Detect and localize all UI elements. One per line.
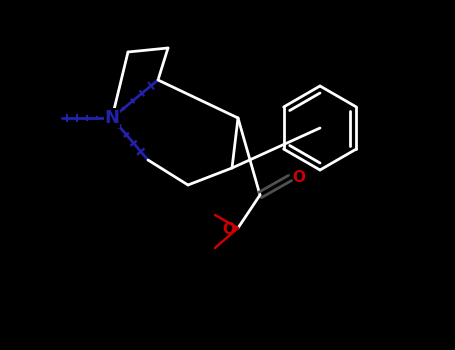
Text: O: O — [222, 223, 236, 238]
Text: O: O — [293, 170, 305, 186]
Text: N: N — [105, 109, 120, 127]
